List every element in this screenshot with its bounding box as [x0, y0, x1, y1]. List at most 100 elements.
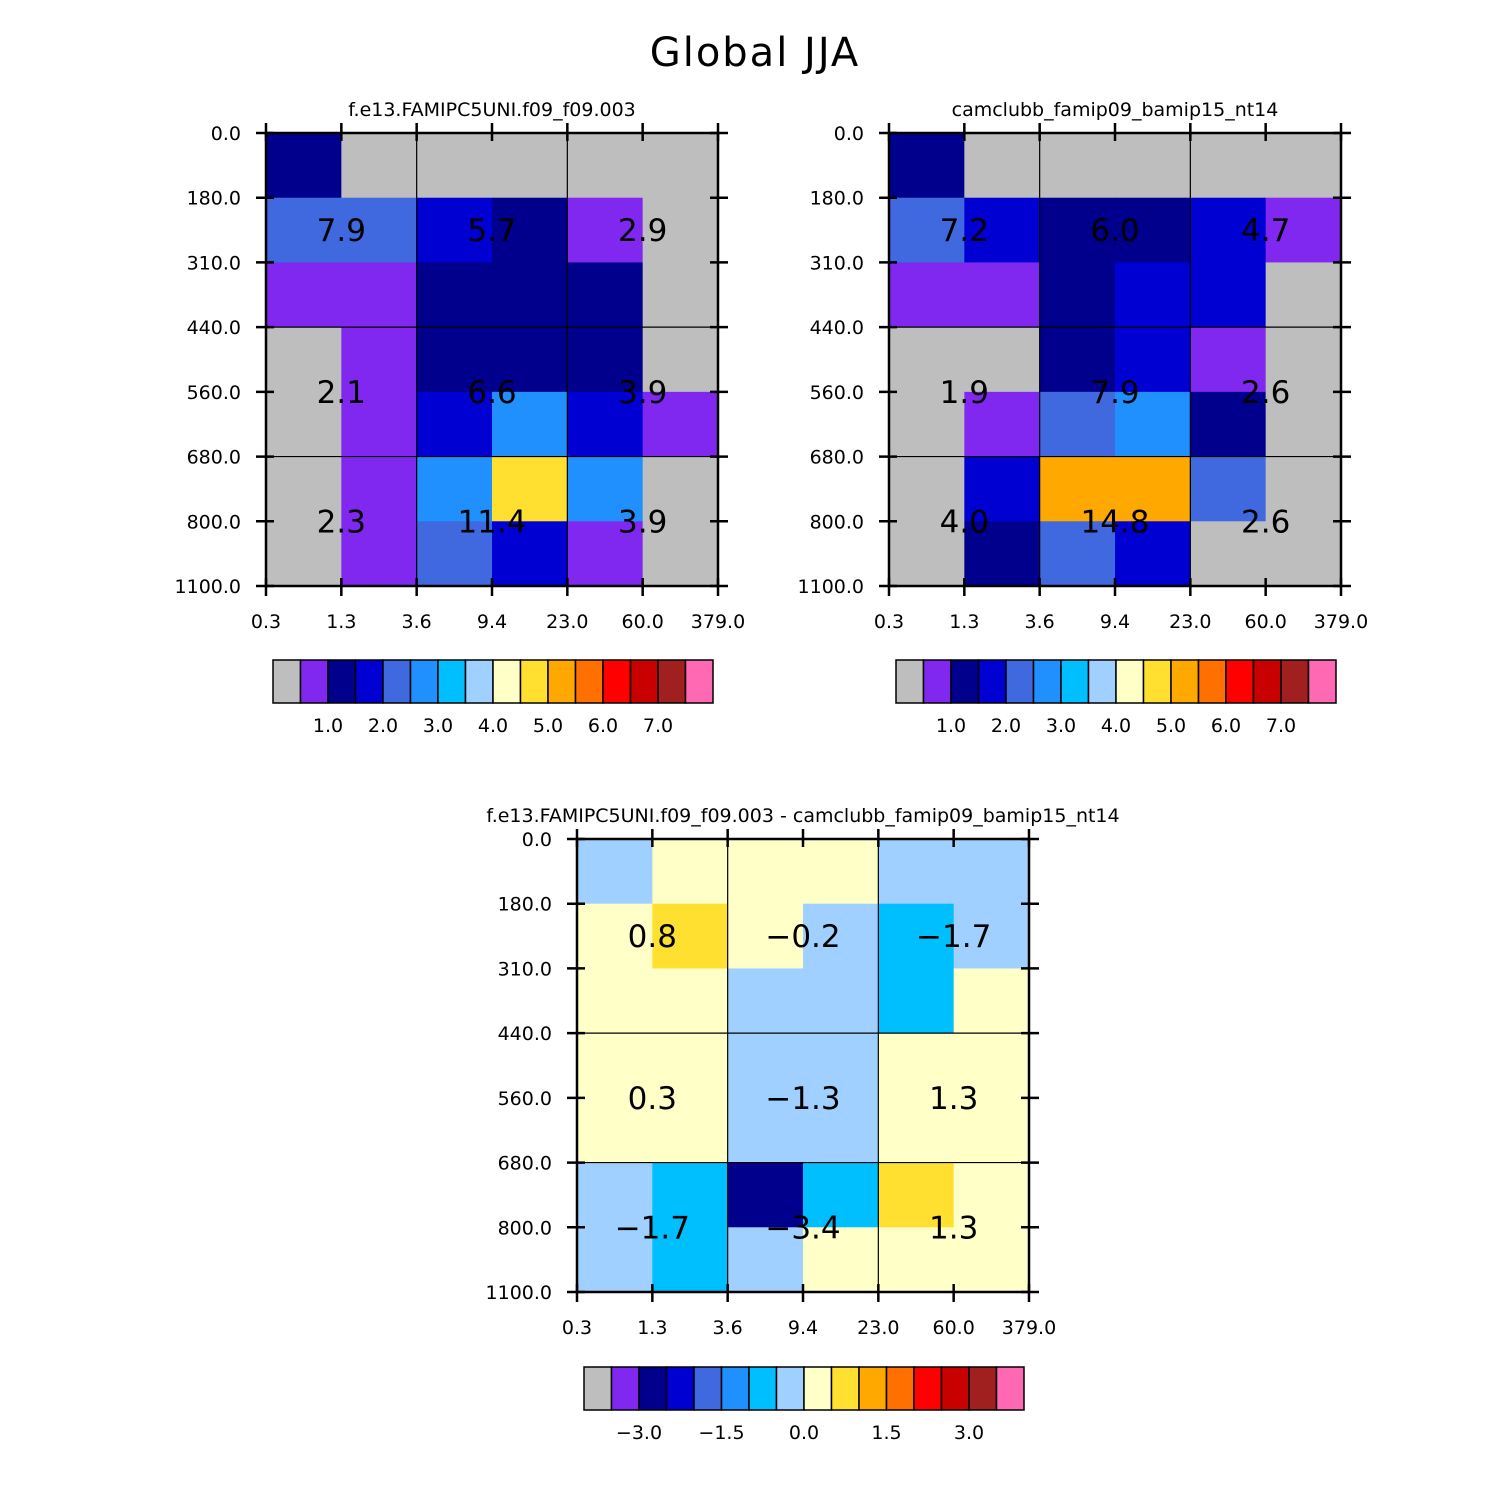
heatmap-cell — [1039, 521, 1116, 587]
y-tick-label: 1100.0 — [486, 1282, 552, 1304]
colorbar-box — [684, 659, 714, 704]
colorbar-box — [1280, 659, 1310, 704]
heatmap-cell — [878, 1227, 955, 1293]
heatmap-cell — [567, 456, 644, 522]
heatmap-cell — [642, 262, 719, 328]
heatmap-cell — [964, 521, 1041, 587]
colorbar-label: 0.0 — [789, 1422, 819, 1444]
colorbar-box — [1115, 659, 1145, 704]
heatmap-cell — [964, 262, 1041, 328]
heatmap-cell — [416, 197, 493, 263]
y-tick-label: 800.0 — [498, 1217, 552, 1239]
colorbar-box — [895, 659, 925, 704]
heatmap-cell — [341, 327, 418, 393]
heatmap-cell — [1265, 327, 1342, 393]
colorbar-label: 1.0 — [936, 715, 966, 737]
heatmap-cell — [567, 197, 644, 263]
heatmap-cell — [1265, 133, 1342, 199]
colorbar-label: −1.5 — [698, 1422, 744, 1444]
heatmap-cell — [878, 968, 955, 1034]
colorbar-label: 5.0 — [533, 715, 563, 737]
x-tick-label: 0.3 — [251, 611, 281, 633]
x-tick-label: 9.4 — [477, 611, 507, 633]
heatmap-cell — [1115, 391, 1191, 458]
heatmap-cell — [341, 133, 418, 199]
y-tick-label: 680.0 — [187, 447, 241, 469]
data-label: 1.3 — [929, 1081, 978, 1117]
heatmap-cell — [416, 521, 493, 587]
colorbar-box — [720, 1366, 750, 1411]
data-label: 14.8 — [1080, 504, 1149, 540]
heatmap-cell — [1190, 327, 1267, 393]
x-tick-label: 60.0 — [622, 611, 664, 633]
data-label: 6.0 — [1090, 213, 1139, 249]
y-tick-label: 800.0 — [187, 511, 241, 533]
heatmap-cell — [652, 1227, 729, 1293]
data-label: 11.4 — [457, 504, 526, 540]
colorbar-box — [629, 659, 659, 704]
heatmap-cell — [492, 197, 568, 263]
data-label: 7.9 — [1090, 375, 1139, 411]
heatmap-cell — [577, 839, 653, 905]
colorbar-box — [657, 659, 687, 704]
x-tick-label: 9.4 — [1100, 611, 1130, 633]
colorbar-box — [885, 1366, 915, 1411]
colorbar-box — [354, 659, 384, 704]
heatmap-cell — [492, 262, 568, 328]
heatmap-cell — [1115, 133, 1191, 199]
data-label: 0.8 — [628, 919, 677, 955]
heatmap-cell — [652, 1162, 729, 1228]
colorbar-box — [1307, 659, 1337, 704]
colorbar-box — [610, 1366, 640, 1411]
heatmap-cell — [341, 391, 418, 458]
heatmap-cell — [889, 197, 965, 263]
y-tick-label: 0.0 — [522, 829, 552, 851]
y-tick-label: 1100.0 — [798, 576, 864, 598]
heatmap-cell — [1115, 197, 1191, 263]
panel-title: f.e13.FAMIPC5UNI.f09_f09.003 - camclubb_… — [486, 805, 1119, 827]
heatmap-cell — [727, 903, 804, 969]
x-tick-label: 1.3 — [949, 611, 979, 633]
heatmap-cell — [953, 1227, 1030, 1293]
figure-title: Global JJA — [649, 30, 861, 76]
heatmap-cell — [1265, 521, 1342, 587]
data-label: 7.9 — [317, 213, 366, 249]
y-tick-label: 310.0 — [498, 958, 552, 980]
colorbar-label: 5.0 — [1156, 715, 1186, 737]
heatmap-cell — [803, 1097, 879, 1164]
colorbar-box — [464, 659, 494, 704]
colorbar-box — [950, 659, 980, 704]
heatmap-cell — [953, 1033, 1030, 1099]
colorbar-label: 2.0 — [368, 715, 398, 737]
data-label: 7.2 — [940, 213, 989, 249]
heatmap-cell — [878, 839, 955, 905]
colorbar-box — [409, 659, 439, 704]
heatmap-cell — [492, 327, 568, 393]
x-tick-label: 1.3 — [637, 1317, 667, 1339]
data-label: −1.3 — [765, 1081, 840, 1117]
heatmap-cell — [1190, 456, 1267, 522]
data-label: 4.7 — [1241, 213, 1290, 249]
data-label: 3.9 — [618, 504, 667, 540]
x-tick-label: 3.6 — [1025, 611, 1055, 633]
colorbar-label: 1.5 — [871, 1422, 901, 1444]
colorbar-label: 4.0 — [1101, 715, 1131, 737]
y-tick-label: 440.0 — [187, 317, 241, 339]
colorbar-box — [1142, 659, 1172, 704]
colorbar-box — [1225, 659, 1255, 704]
y-tick-label: 440.0 — [498, 1023, 552, 1045]
heatmap-cell — [642, 391, 719, 458]
colorbar-box — [995, 1366, 1025, 1411]
heatmap-cell — [878, 1162, 955, 1228]
heatmap-cell — [642, 197, 719, 263]
data-label: 2.6 — [1241, 504, 1290, 540]
colorbar-box — [693, 1366, 723, 1411]
heatmap-cell — [964, 456, 1041, 522]
data-label: 6.6 — [467, 375, 516, 411]
heatmap-cell — [803, 968, 879, 1034]
heatmap-cell — [652, 1033, 729, 1099]
colorbar-box — [492, 659, 522, 704]
colorbar-label: 1.0 — [313, 715, 343, 737]
heatmap-cell — [341, 456, 418, 522]
y-tick-label: 0.0 — [211, 123, 241, 145]
